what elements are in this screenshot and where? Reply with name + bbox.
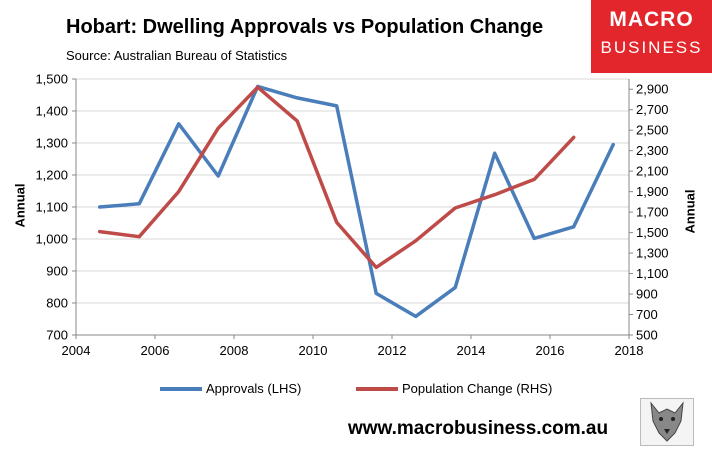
website-link[interactable]: www.macrobusiness.com.au [348,418,609,439]
series-lines [97,84,615,319]
y-left-tick-label: 1,000 [35,232,68,247]
y-left-tick-label: 1,500 [35,72,68,87]
x-tick-label: 2010 [299,343,328,358]
y-left-tick-label: 1,400 [35,104,68,119]
y-axis-right-label: Annual [682,189,698,234]
y-right-tick-label: 900 [636,287,658,302]
tick-labels: 700 800 900 1,000 1,100 1,200 1,300 1,400 1,500 5… [35,72,668,359]
logo-line-2: BUSINESS [600,38,703,57]
macrobusiness-logo[interactable]: MACRO BUSINESS [591,0,712,73]
y-right-tick-label: 2,700 [636,102,669,117]
wolf-head-icon [640,398,694,446]
y-right-tick-label: 1,900 [636,184,669,199]
x-tick-label: 2018 [615,343,644,358]
y-left-tick-label: 800 [46,296,68,311]
y-right-tick-label: 1,500 [636,225,669,240]
x-tick-label: 2012 [378,343,407,358]
axes [72,78,633,339]
logo-line-1: MACRO [609,8,694,31]
y-right-tick-label: 500 [636,328,658,343]
y-right-tick-label: 2,300 [636,143,669,158]
y-left-tick-label: 1,300 [35,136,68,151]
x-tick-label: 2004 [62,343,91,358]
y-left-tick-label: 1,100 [35,200,68,215]
legend-item-population: Population Change (RHS) [356,381,552,396]
x-tick-label: 2016 [536,343,565,358]
x-tick-label: 2014 [457,343,486,358]
y-left-tick-label: 900 [46,264,68,279]
gridlines [76,78,629,336]
y-right-tick-label: 700 [636,307,658,322]
legend-item-approvals: Approvals (LHS) [160,381,301,396]
legend-swatch-population [356,386,398,391]
approvals-line [97,84,615,319]
y-axis-left-label: Annual [12,183,28,228]
y-right-tick-label: 1,300 [636,246,669,261]
legend-label-approvals: Approvals (LHS) [206,381,302,396]
chart-title: Hobart: Dwelling Approvals vs Population… [66,16,544,38]
y-right-tick-label: 2,100 [636,164,669,179]
y-right-tick-label: 1,700 [636,205,669,220]
y-left-tick-label: 1,200 [35,168,68,183]
x-tick-label: 2008 [220,343,249,358]
legend-swatch-approvals [160,386,202,391]
y-right-tick-label: 2,900 [636,82,669,97]
y-right-tick-label: 2,500 [636,123,669,138]
x-tick-label: 2006 [141,343,170,358]
y-right-tick-label: 1,100 [636,266,669,281]
y-left-tick-label: 700 [46,328,68,343]
chart-subtitle: Source: Australian Bureau of Statistics [66,48,288,63]
legend-label-population: Population Change (RHS) [402,381,553,396]
